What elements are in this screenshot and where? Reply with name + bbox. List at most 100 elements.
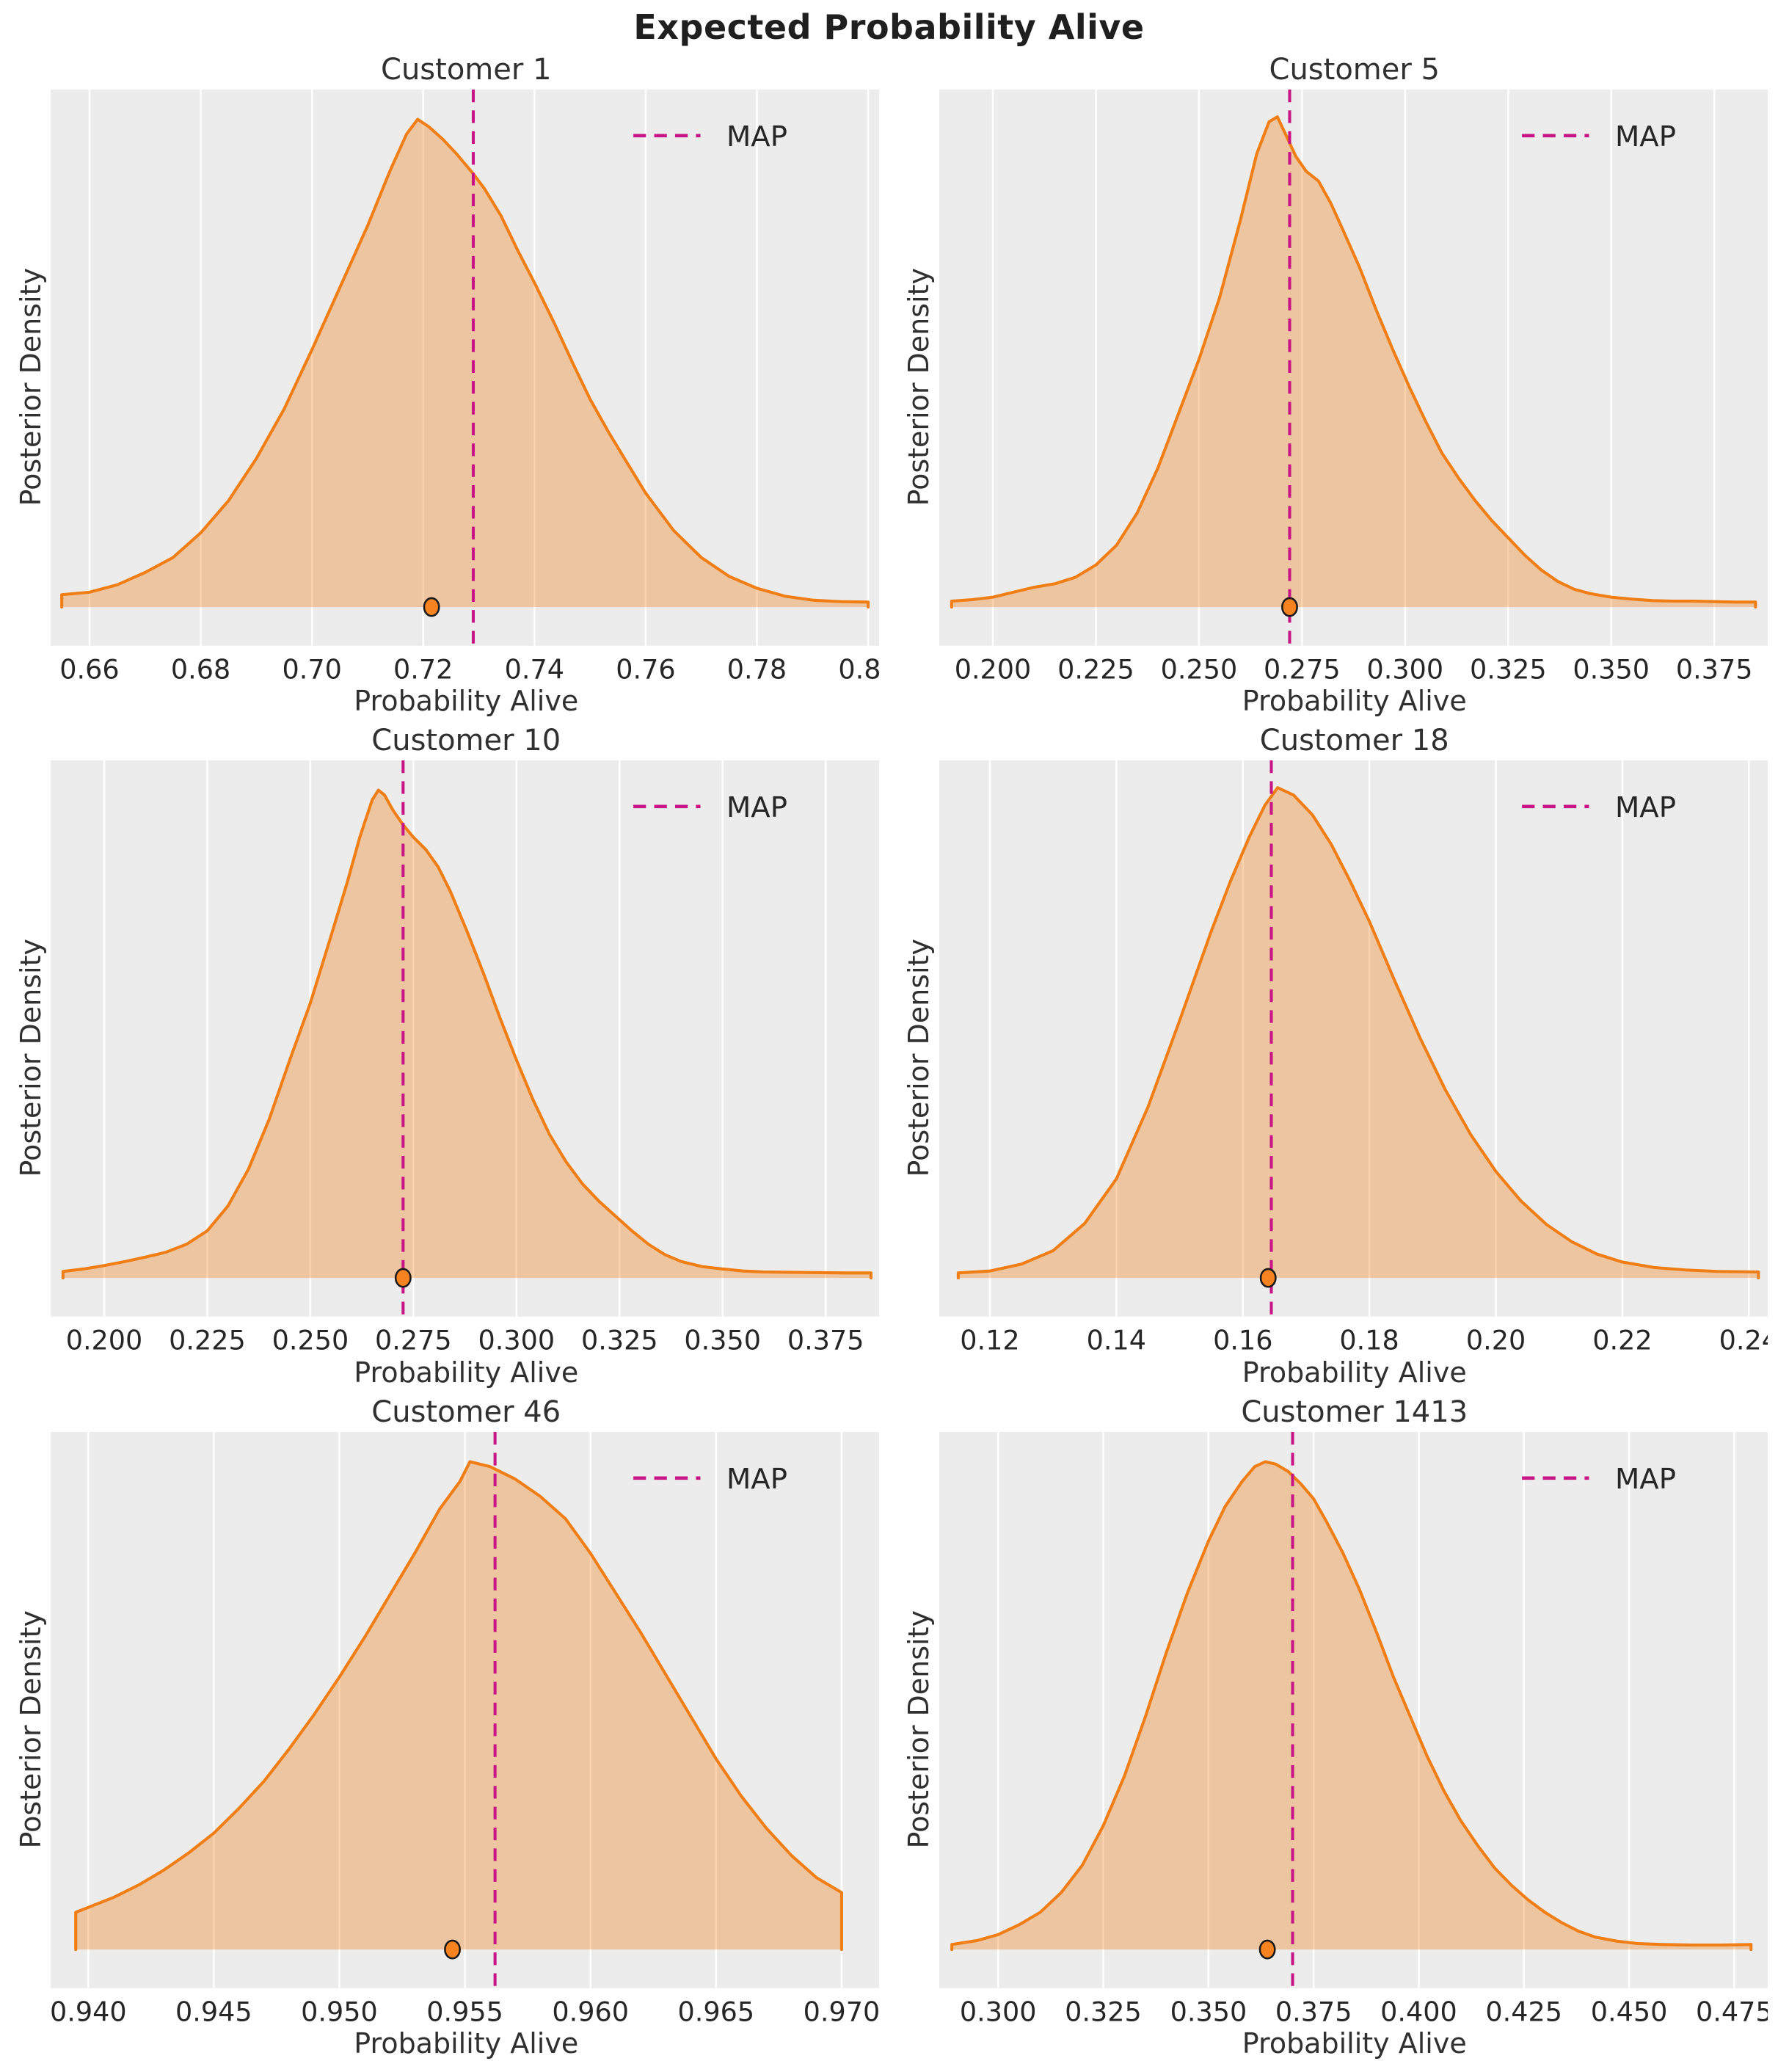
plot-wrap: Posterior Density MAP 0.12 0.14 0.16 0.18 0.2… — [899, 760, 1768, 1356]
x-tick-label: 0.72 — [393, 653, 453, 684]
x-tick-label: 0.475 — [1696, 1996, 1768, 2026]
y-axis-label-box: Posterior Density — [899, 90, 939, 684]
map-legend-label: MAP — [1615, 791, 1676, 824]
subplot-grid: Customer 1 Posterior Density MAP 0.66 0.68… — [0, 50, 1778, 2068]
x-tick-label: 0.325 — [1065, 1996, 1142, 2026]
axes-background — [51, 90, 880, 646]
axes-background — [51, 760, 880, 1317]
x-axis-label: Probability Alive — [354, 2027, 579, 2060]
x-axis-label: Probability Alive — [354, 1356, 579, 1389]
subplot-title: Customer 10 — [371, 724, 561, 758]
x-tick-label: 0.300 — [1366, 653, 1443, 684]
subplot-title: Customer 1 — [381, 53, 552, 87]
kde-plot-canvas: MAP 0.940 0.945 0.950 0.955 0.960 0.965 0.970 — [51, 1431, 880, 2026]
x-tick-label: 0.14 — [1086, 1325, 1145, 1356]
y-axis-label: Posterior Density — [903, 939, 936, 1177]
x-tick-label: 0.960 — [553, 1996, 630, 2026]
x-tick-label: 0.400 — [1380, 1996, 1457, 2026]
x-tick-label: 0.18 — [1339, 1325, 1399, 1356]
y-axis-label-box: Posterior Density — [10, 90, 51, 684]
x-axis-label: Probability Alive — [354, 685, 579, 718]
x-tick-label: 0.350 — [1573, 653, 1650, 684]
x-tick-label: 0.350 — [685, 1325, 762, 1356]
x-axis-label: Probability Alive — [1242, 685, 1467, 718]
y-axis-label: Posterior Density — [903, 267, 936, 506]
x-tick-label: 0.375 — [1676, 653, 1753, 684]
subplot-customer-46: Customer 46 Posterior Density MAP 0.940 0.… — [10, 1392, 880, 2063]
kde-fill — [76, 1461, 842, 1949]
x-tick-label: 0.78 — [727, 653, 787, 684]
plot-wrap: Posterior Density MAP 0.66 0.68 0.70 0.72 0.7… — [10, 90, 880, 684]
kde-plot-canvas: MAP 0.200 0.225 0.250 0.275 0.300 0.325 0.350 0.… — [51, 760, 880, 1356]
kde-fill — [951, 117, 1756, 608]
x-tick-label: 0.375 — [787, 1325, 864, 1356]
y-axis-label: Posterior Density — [903, 1610, 936, 1849]
x-tick-label: 0.16 — [1213, 1325, 1272, 1356]
x-tick-label: 0.22 — [1592, 1325, 1652, 1356]
kde-fill — [63, 790, 872, 1279]
x-tick-label: 0.950 — [301, 1996, 378, 2026]
x-tick-label: 0.450 — [1591, 1996, 1668, 2026]
map-legend-label: MAP — [1615, 1463, 1676, 1496]
kde-curve — [74, 1460, 844, 1951]
plot-wrap: Posterior Density MAP 0.300 0.325 0.350 0.37… — [899, 1431, 1768, 2026]
subplot-title: Customer 5 — [1269, 53, 1440, 87]
x-tick-label: 0.80 — [839, 653, 880, 684]
x-tick-label: 0.275 — [1264, 653, 1341, 684]
x-tick-label: 0.20 — [1466, 1325, 1526, 1356]
sample-marker-dot — [1259, 1268, 1277, 1288]
x-tick-label: 0.250 — [1160, 653, 1237, 684]
kde-plot-canvas: MAP 0.200 0.225 0.250 0.275 0.300 0.325 0.350 0.… — [939, 90, 1768, 684]
kde-plot-canvas: MAP 0.66 0.68 0.70 0.72 0.74 0.76 0.78 0.80 — [51, 90, 880, 684]
sample-marker-dot — [1280, 597, 1298, 617]
x-tick-label: 0.200 — [66, 1325, 143, 1356]
x-tick-label: 0.325 — [581, 1325, 658, 1356]
subplot-customer-1413: Customer 1413 Posterior Density MAP 0.300… — [899, 1392, 1768, 2063]
sample-marker-dot — [1258, 1939, 1276, 1960]
x-tick-label: 0.68 — [171, 653, 230, 684]
x-tick-label: 0.350 — [1170, 1996, 1247, 2026]
subplot-title: Customer 18 — [1259, 724, 1449, 758]
x-tick-label: 0.275 — [375, 1325, 452, 1356]
y-axis-label: Posterior Density — [14, 1610, 47, 1849]
x-tick-label: 0.225 — [1057, 653, 1134, 684]
x-axis-label: Probability Alive — [1242, 1356, 1467, 1389]
kde-plot-canvas: MAP 0.300 0.325 0.350 0.375 0.400 0.425 0.450 0.… — [939, 1431, 1768, 2026]
x-tick-label: 0.250 — [272, 1325, 349, 1356]
x-tick-label: 0.970 — [804, 1996, 880, 2026]
subplot-title: Customer 1413 — [1241, 1395, 1468, 1429]
x-tick-label: 0.24 — [1719, 1325, 1768, 1356]
y-axis-label-box: Posterior Density — [899, 1432, 939, 2026]
figure-title: Expected Probability Alive — [633, 7, 1145, 47]
y-axis-label-box: Posterior Density — [10, 760, 51, 1355]
x-tick-label: 0.12 — [960, 1325, 1019, 1356]
x-tick-label: 0.200 — [954, 653, 1031, 684]
kde-curve — [950, 115, 1757, 609]
y-axis-label-box: Posterior Density — [899, 760, 939, 1355]
kde-fill — [62, 119, 869, 608]
sample-marker-dot — [444, 1939, 462, 1960]
x-tick-label: 0.300 — [960, 1996, 1037, 2026]
kde-fill — [958, 788, 1759, 1279]
x-tick-label: 0.965 — [678, 1996, 755, 2026]
x-tick-label: 0.70 — [283, 653, 342, 684]
kde-plot-canvas: MAP 0.12 0.14 0.16 0.18 0.20 0.22 0.24 — [939, 760, 1768, 1356]
axes-background — [939, 90, 1768, 646]
x-axis-label: Probability Alive — [1242, 2027, 1467, 2060]
map-legend-label: MAP — [726, 1463, 787, 1496]
y-axis-label: Posterior Density — [14, 267, 47, 506]
kde-curve — [950, 1460, 1753, 1951]
sample-marker-dot — [395, 1268, 412, 1288]
map-legend-label: MAP — [1615, 120, 1676, 153]
map-legend-label: MAP — [726, 120, 787, 153]
map-legend-label: MAP — [726, 791, 787, 824]
kde-fill — [951, 1461, 1752, 1949]
y-axis-label: Posterior Density — [14, 939, 47, 1177]
sample-marker-dot — [423, 597, 440, 617]
subplot-customer-1: Customer 1 Posterior Density MAP 0.66 0.68… — [10, 50, 880, 721]
subplot-customer-10: Customer 10 Posterior Density MAP 0.200 0.… — [10, 721, 880, 1392]
x-tick-label: 0.300 — [478, 1325, 555, 1356]
x-tick-label: 0.225 — [169, 1325, 246, 1356]
y-axis-label-box: Posterior Density — [10, 1432, 51, 2026]
